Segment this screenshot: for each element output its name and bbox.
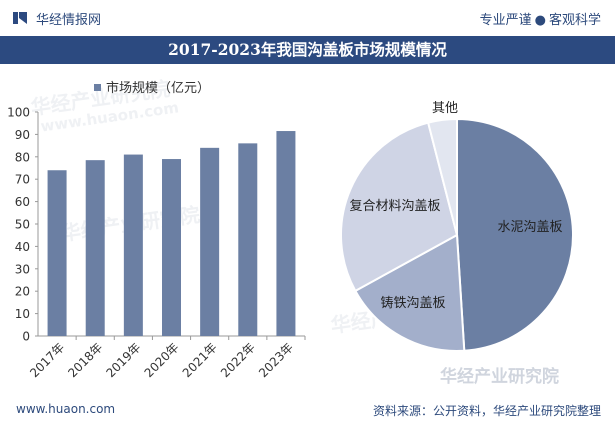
slogan-left: 专业严谨: [479, 13, 532, 28]
y-tick-label: 40: [15, 240, 30, 254]
bar-2023年: [276, 131, 296, 336]
pie-label: 复合材料沟盖板: [349, 199, 440, 214]
y-tick-label: 80: [15, 150, 30, 164]
y-tick-label: 60: [15, 195, 30, 209]
bar-2021年: [200, 147, 220, 336]
pie-label: 铸铁沟盖板: [380, 295, 445, 311]
y-tick-label: 30: [15, 262, 30, 276]
bar-2019年: [123, 154, 143, 336]
bar-2020年: [162, 159, 181, 336]
legend-label: 市场规模（亿元）: [106, 80, 210, 96]
x-tick-label: 2020年: [142, 340, 182, 380]
footer-source: 资料来源：公开资料，华经产业研究院整理: [372, 404, 601, 418]
slogan: 专业严谨 ● 客观科学: [480, 9, 601, 28]
bar-chart: 市场规模（亿元） 0 10 20 30 40 50 60 70 80 90 100 2017年2018年…: [7, 80, 306, 380]
y-tick-label: 10: [15, 307, 30, 321]
x-tick-label: 2018年: [65, 340, 105, 380]
legend-swatch: [94, 84, 101, 91]
x-tick-label: 2017年: [27, 340, 67, 380]
logo-icon: [13, 12, 27, 24]
y-tick-label: 100: [7, 106, 30, 120]
x-tick-label: 2021年: [180, 340, 220, 380]
top-bar: 华经情报网 专业严谨 ● 客观科学: [0, 0, 615, 36]
chart-area: 市场规模（亿元） 0 10 20 30 40 50 60 70 80 90 100 2017年2018年…: [7, 80, 574, 380]
footer-url: www.huaon.com: [16, 402, 116, 416]
y-tick-label: 0: [22, 330, 30, 344]
pie-slice-水泥沟盖板: [456, 117, 574, 352]
pie-label: 水泥沟盖板: [497, 220, 562, 235]
pie-label: 其他: [432, 101, 458, 116]
bar-2022年: [238, 143, 258, 336]
x-tick-label: 2019年: [103, 340, 143, 380]
y-tick-label: 90: [15, 128, 30, 142]
bar-2017年: [47, 170, 67, 336]
pie-slice-复合材料沟盖板: [340, 121, 459, 293]
pie-slice-其他: [426, 117, 458, 236]
chart-title: 2017-2023年我国沟盖板市场规模情况: [0, 36, 615, 64]
brand-name: 华经情报网: [36, 13, 102, 28]
slogan-right: 客观科学: [548, 13, 601, 28]
bar-2018年: [85, 160, 105, 336]
y-tick-label: 70: [15, 173, 30, 187]
x-tick-label: 2022年: [218, 340, 258, 380]
y-tick-label: 20: [15, 285, 30, 299]
x-tick-label: 2023年: [256, 340, 296, 380]
pie-slice-铸铁沟盖板: [353, 233, 466, 352]
slogan-dot: ●: [534, 13, 546, 28]
y-tick-label: 50: [15, 218, 30, 232]
